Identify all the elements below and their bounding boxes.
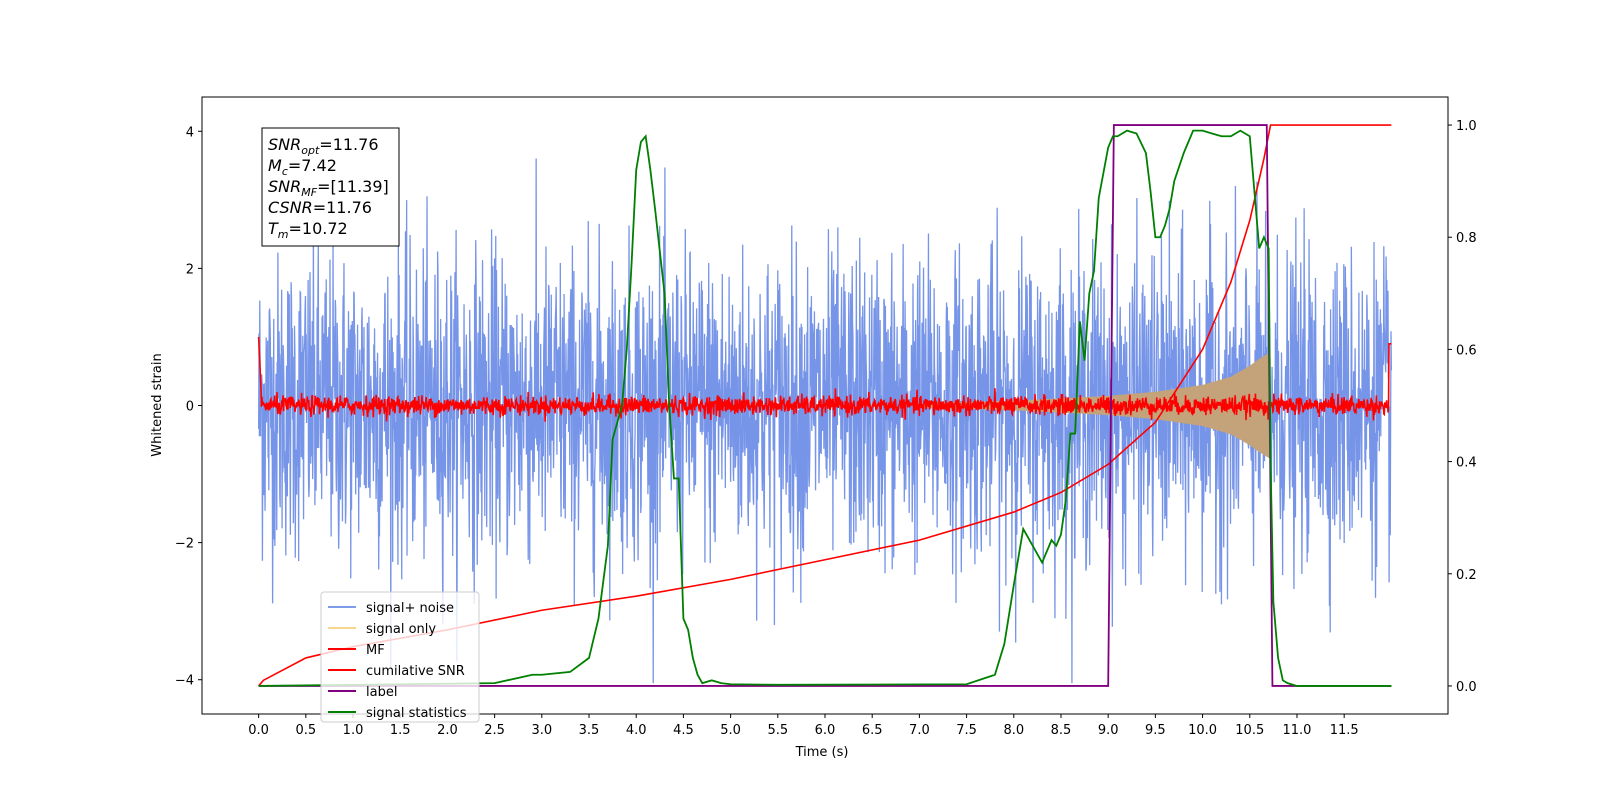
annotation-frame <box>261 127 400 247</box>
x-tick-label: 3.5 <box>579 723 600 738</box>
annotation-value: =11.76 <box>313 198 372 217</box>
annotation-line: CSNR=11.76 <box>268 198 372 217</box>
y-tick-label: 2 <box>186 262 194 277</box>
annotation-var: M <box>268 156 282 175</box>
legend-entry: signal only <box>366 622 436 637</box>
annotation-sub: MF <box>301 186 317 199</box>
x-tick-label: 7.5 <box>956 723 977 738</box>
x-tick-label: 6.0 <box>815 723 836 738</box>
x-axis-label: Time (s) <box>795 745 849 760</box>
annotation-value: =7.42 <box>288 156 337 175</box>
legend-entry: label <box>366 685 397 700</box>
y-tick-label: 0 <box>186 400 194 415</box>
y-tick-label: 4 <box>186 125 194 140</box>
y2-tick-label: 0.0 <box>1456 680 1477 695</box>
x-tick-label: 8.5 <box>1051 723 1072 738</box>
annotation-var: SNR <box>268 135 301 154</box>
annotation-line: SNRopt=11.76 <box>268 135 379 157</box>
x-tick-label: 5.0 <box>720 723 741 738</box>
y-axis-right: 0.0 0.2 0.4 0.6 0.8 1.0 <box>1448 119 1477 695</box>
x-tick-label: 6.5 <box>862 723 883 738</box>
annotation-sub: c <box>282 165 288 178</box>
x-tick-label: 8.0 <box>1003 723 1024 738</box>
annotation-var: CSNR <box>268 198 313 217</box>
legend-frame <box>320 591 480 723</box>
legend-entry: cumilative SNR <box>366 664 465 679</box>
x-tick-label: 9.0 <box>1098 723 1119 738</box>
legend-entry: MF <box>366 643 385 658</box>
series-label <box>258 124 1392 687</box>
x-tick-label: 10.0 <box>1188 723 1217 738</box>
y2-tick-label: 0.6 <box>1456 343 1477 358</box>
annotation-line: SNRMF=[11.39] <box>268 177 389 199</box>
x-tick-label: 0.0 <box>248 723 269 738</box>
annotation-line: Tm=10.72 <box>268 219 348 241</box>
x-tick-label: 11.5 <box>1330 723 1359 738</box>
x-tick-label: 3.0 <box>531 723 552 738</box>
x-tick-label: 4.5 <box>673 723 694 738</box>
y2-tick-label: 0.4 <box>1456 456 1477 471</box>
x-tick-label: 9.5 <box>1145 723 1166 738</box>
y2-tick-label: 0.8 <box>1456 231 1477 246</box>
annotation-value: =10.72 <box>289 219 348 238</box>
legend-entry: signal statistics <box>366 706 467 721</box>
y-tick-label: −4 <box>175 674 194 689</box>
x-tick-label: 4.0 <box>626 723 647 738</box>
annotation-box: SNRopt=11.76Mc=7.42SNRMF=[11.39]CSNR=11.… <box>261 127 400 247</box>
series-signal-statistics <box>258 129 1392 687</box>
series-mf <box>257 336 1392 422</box>
x-tick-label: 10.5 <box>1235 723 1264 738</box>
x-axis: 0.0 0.5 1.0 1.5 2.0 2.5 3.0 3.5 4.0 4.5 5.0 5.5 6.0 6… <box>248 714 1359 738</box>
legend-entry: signal+ noise <box>366 601 454 616</box>
legend: signal+ noise signal only MF cumilative SNR… <box>320 591 480 723</box>
y-axis-left: −4 −2 0 2 4 <box>175 125 202 689</box>
x-tick-label: 11.0 <box>1282 723 1311 738</box>
annotation-var: SNR <box>268 177 301 196</box>
annotation-sub: m <box>278 228 289 241</box>
annotation-line: Mc=7.42 <box>268 156 337 178</box>
y2-tick-label: 0.2 <box>1456 568 1477 583</box>
x-tick-label: 7.0 <box>909 723 930 738</box>
x-tick-label: 0.5 <box>295 723 316 738</box>
x-tick-label: 1.0 <box>343 723 364 738</box>
annotation-sub: opt <box>301 144 320 157</box>
y-axis-label: Whitened strain <box>150 353 165 456</box>
x-tick-label: 1.5 <box>390 723 411 738</box>
annotation-value: =[11.39] <box>317 177 389 196</box>
y2-tick-label: 1.0 <box>1456 119 1477 134</box>
x-tick-label: 2.0 <box>437 723 458 738</box>
annotation-var: T <box>268 219 279 238</box>
x-tick-label: 2.5 <box>484 723 505 738</box>
x-tick-label: 5.5 <box>767 723 788 738</box>
annotation-value: =11.76 <box>319 135 378 154</box>
y-tick-label: −2 <box>175 537 194 552</box>
